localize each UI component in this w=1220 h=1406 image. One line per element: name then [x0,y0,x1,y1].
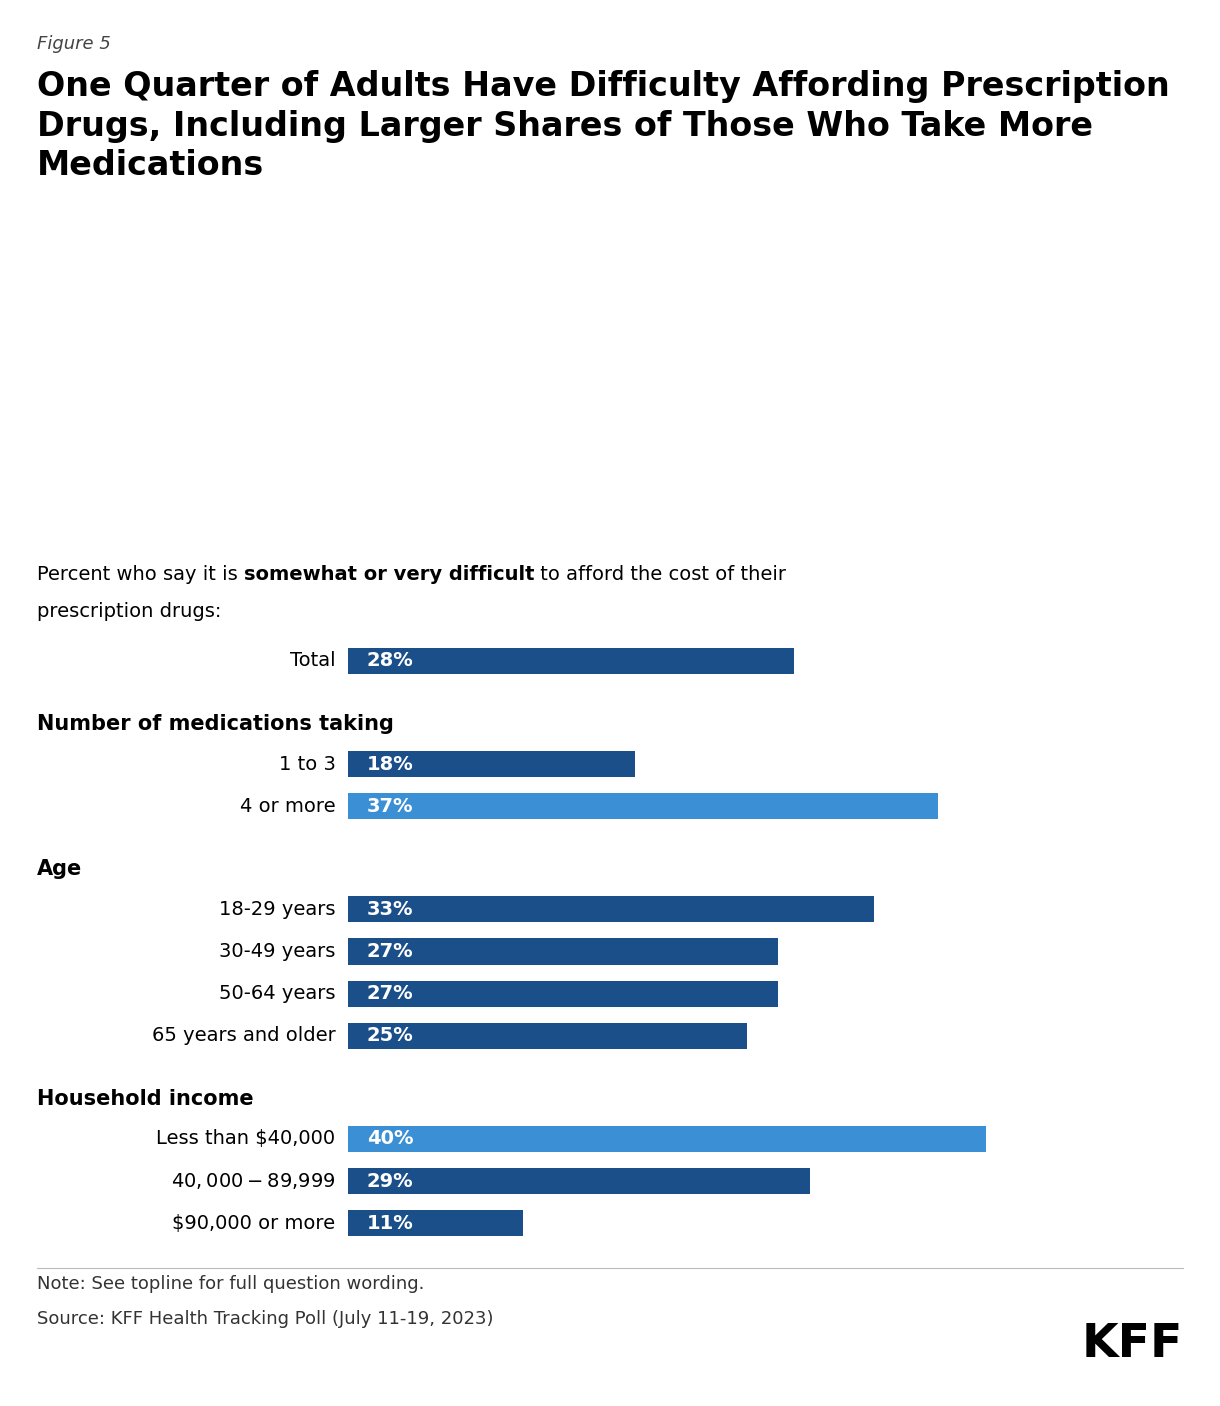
Text: 11%: 11% [367,1213,414,1233]
Bar [348,648,794,673]
Text: 65 years and older: 65 years and older [151,1026,336,1045]
Text: $90,000 or more: $90,000 or more [172,1213,336,1233]
Bar [348,938,778,965]
Text: 30-49 years: 30-49 years [220,942,336,960]
Text: Less than $40,000: Less than $40,000 [156,1129,336,1149]
Text: prescription drugs:: prescription drugs: [37,602,221,621]
Text: $40,000-$89,999: $40,000-$89,999 [171,1171,336,1191]
Bar [348,1126,986,1152]
Text: Figure 5: Figure 5 [37,35,111,53]
Text: 25%: 25% [367,1026,414,1045]
Text: Total: Total [290,651,336,671]
Text: 18-29 years: 18-29 years [220,900,336,920]
Bar [348,1211,523,1236]
Text: 1 to 3: 1 to 3 [278,755,336,773]
Text: somewhat or very difficult: somewhat or very difficult [244,565,534,585]
Text: KFF: KFF [1082,1322,1183,1367]
Text: 40%: 40% [367,1129,414,1149]
Bar [348,1168,810,1194]
Text: 50-64 years: 50-64 years [220,984,336,1002]
Text: 29%: 29% [367,1171,414,1191]
Bar [348,793,938,820]
Text: to afford the cost of their: to afford the cost of their [534,565,786,585]
Bar [348,980,778,1007]
Text: Percent who say it is: Percent who say it is [37,565,244,585]
Text: Number of medications taking: Number of medications taking [37,714,394,734]
Text: 18%: 18% [367,755,414,773]
Bar [348,751,634,778]
Text: One Quarter of Adults Have Difficulty Affording Prescription
Drugs, Including La: One Quarter of Adults Have Difficulty Af… [37,70,1169,183]
Text: 27%: 27% [367,984,414,1002]
Text: Note: See topline for full question wording.: Note: See topline for full question word… [37,1275,425,1294]
Text: 33%: 33% [367,900,414,920]
Text: Household income: Household income [37,1090,254,1109]
Text: 37%: 37% [367,797,414,815]
Bar [348,896,875,922]
Text: Age: Age [37,859,82,879]
Text: Source: KFF Health Tracking Poll (July 11-19, 2023): Source: KFF Health Tracking Poll (July 1… [37,1310,493,1329]
Text: 4 or more: 4 or more [240,797,336,815]
Text: 27%: 27% [367,942,414,960]
Text: 28%: 28% [367,651,414,671]
Bar [348,1022,747,1049]
